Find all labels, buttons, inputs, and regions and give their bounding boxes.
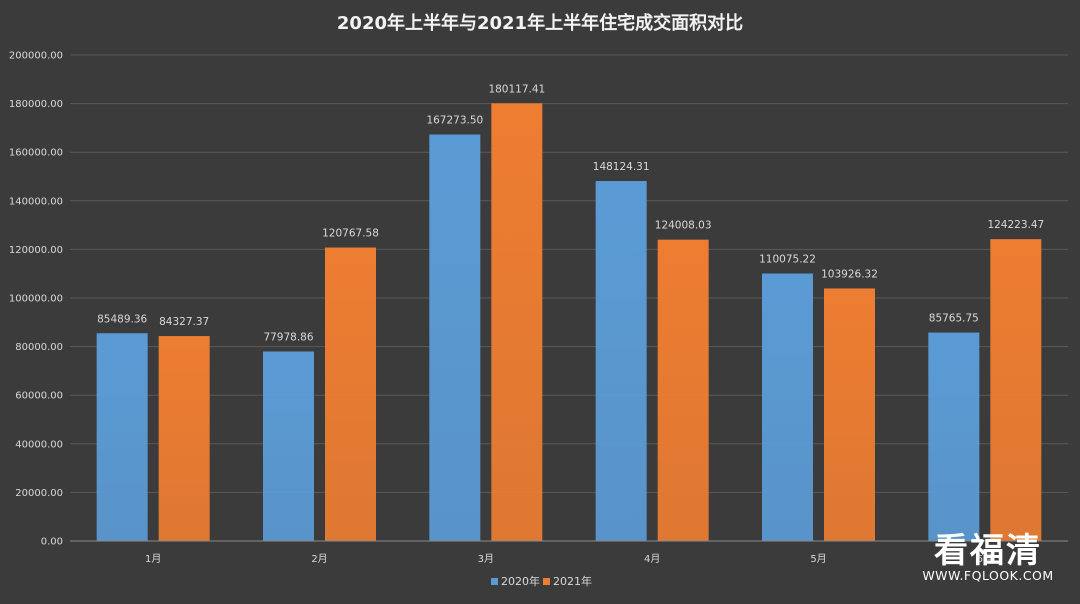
- legend-label: 2020年: [501, 574, 540, 588]
- bar-2020: [429, 134, 481, 541]
- watermark-logo-text: 看福清: [934, 531, 1042, 571]
- x-axis-ticks: 1月 2月 3月 4月 5月 6月: [70, 540, 1068, 565]
- bar-2020: [595, 181, 647, 541]
- watermark: 看福清 WWW.FQLOOK.COM: [922, 531, 1053, 583]
- y-tick-label: 20000.00: [15, 488, 63, 499]
- data-label: 124223.47: [987, 219, 1044, 231]
- bar-2021: [325, 247, 376, 541]
- data-label: 148124.31: [593, 161, 650, 173]
- bar-2020: [96, 333, 148, 541]
- legend-swatch: [491, 578, 498, 585]
- x-tick-label: 3月: [478, 553, 494, 565]
- x-tick-label: 5月: [810, 553, 826, 565]
- bar-2021: [657, 239, 709, 541]
- legend: 2020年 2021年: [491, 574, 592, 588]
- x-tick-label: 6月: [977, 553, 993, 565]
- y-tick-label: 200000.00: [9, 51, 63, 62]
- chart-title: 2020年上半年与2021年上半年住宅成交面积对比: [337, 12, 743, 34]
- data-label: 124008.03: [655, 220, 712, 232]
- y-tick-label: 0.00: [41, 537, 63, 548]
- legend-label: 2021年: [553, 574, 592, 588]
- data-label: 77978.86: [263, 332, 313, 344]
- y-tick-label: 100000.00: [9, 294, 63, 305]
- data-label: 180117.41: [488, 83, 545, 95]
- data-label: 85765.75: [929, 313, 979, 325]
- y-tick-label: 120000.00: [9, 245, 63, 256]
- x-tick-label: 1月: [145, 553, 161, 565]
- data-label: 110075.22: [759, 254, 816, 266]
- bars: 85489.36 84327.37 77978.86 120767.58 167273.…: [96, 83, 1044, 541]
- y-tick-label: 40000.00: [15, 439, 63, 450]
- bar-2021: [990, 239, 1042, 541]
- legend-swatch: [543, 578, 550, 585]
- data-label: 84327.37: [159, 316, 209, 328]
- bar-2020: [762, 273, 813, 541]
- bar-2021: [491, 103, 543, 541]
- bar-2021: [158, 336, 210, 541]
- data-label: 85489.36: [97, 313, 147, 325]
- y-tick-label: 160000.00: [9, 148, 63, 159]
- watermark-url: WWW.FQLOOK.COM: [922, 568, 1053, 583]
- gridlines: [70, 54, 1068, 542]
- bar-2020: [928, 332, 980, 541]
- y-tick-label: 180000.00: [9, 99, 63, 110]
- data-label: 167273.50: [426, 115, 483, 127]
- x-tick-label: 2月: [311, 553, 327, 565]
- data-label: 103926.32: [821, 268, 878, 280]
- y-tick-label: 140000.00: [9, 196, 63, 207]
- bar-2021: [824, 288, 875, 541]
- bar-2020: [263, 351, 314, 541]
- y-tick-label: 80000.00: [15, 342, 63, 353]
- y-axis-ticks: 0.00 20000.00 40000.00 60000.00 80000.00 1000…: [9, 51, 63, 548]
- data-label: 120767.58: [322, 228, 379, 240]
- x-tick-label: 4月: [644, 553, 660, 565]
- y-tick-label: 60000.00: [15, 391, 63, 402]
